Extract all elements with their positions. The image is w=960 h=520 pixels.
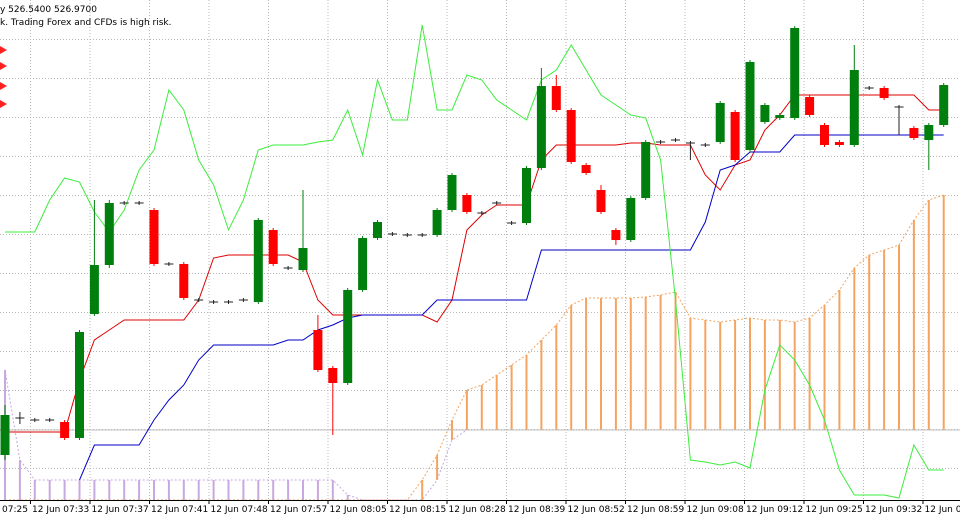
candle-body [75, 332, 84, 438]
candle-body [894, 106, 904, 108]
signal-arrows [0, 46, 7, 108]
candle-body [447, 175, 457, 210]
candle-body [924, 125, 934, 140]
candle-body [417, 234, 427, 236]
candle-body [834, 142, 844, 145]
candle-body [626, 198, 636, 240]
candle-body [939, 85, 949, 125]
candle-body [700, 144, 710, 146]
candle-body [0, 415, 10, 455]
candle-body [194, 299, 204, 301]
candle-body [373, 222, 382, 238]
candle-body [209, 301, 219, 303]
x-tick-label: 12 Jun 08:59 [627, 505, 684, 515]
x-tick-label: 12 Jun 07:41 [151, 505, 208, 515]
candle-body [566, 110, 576, 162]
candle-body [387, 233, 397, 235]
x-tick-label: 12 Jun 08:05 [330, 505, 387, 515]
candle-body [238, 299, 248, 301]
candle-body [507, 222, 517, 224]
x-tick-label: 12 Jun 07:57 [270, 505, 327, 515]
candle-body [760, 105, 770, 122]
arrow-icon [0, 46, 7, 54]
candle-body [551, 86, 561, 110]
candle-body [60, 422, 70, 438]
x-tick-label: 12 Jun 07:48 [211, 505, 268, 515]
candle-body [536, 86, 546, 168]
candle-body [164, 263, 174, 265]
candle-body [253, 220, 263, 302]
candle-body [283, 267, 293, 269]
candle-body [358, 238, 368, 290]
candle-body [30, 419, 40, 421]
x-tick-label: 12 Jun 09: [925, 505, 960, 515]
arrow-icon [0, 100, 7, 108]
x-tick-label: 12 Jun 09:08 [687, 505, 744, 515]
candle-body [268, 230, 278, 264]
candle-body [790, 28, 800, 118]
x-tick-label: 07:25 [2, 505, 28, 515]
candle-body [298, 248, 308, 270]
candle-body [477, 212, 487, 214]
x-axis: 07:25 12 Jun 07:33 12 Jun 07:37 12 Jun 07:4… [2, 500, 960, 515]
quote-text: y 526.5400 526.9700 [0, 5, 97, 15]
x-tick-label: 12 Jun 09:12 [746, 505, 803, 515]
candle-body [15, 417, 25, 419]
candle-body [820, 125, 829, 145]
candle-body [104, 203, 114, 265]
candle-body [328, 368, 338, 383]
candle-body [179, 264, 189, 298]
candle-body [849, 70, 859, 145]
candle-body [611, 230, 621, 240]
candle-body [715, 103, 725, 142]
arrow-icon [0, 82, 7, 90]
x-tick-label: 12 Jun 09:32 [865, 505, 922, 515]
candle-body [745, 62, 755, 150]
candle-body [134, 202, 144, 204]
indicator-line [79, 134, 944, 481]
candle-body [45, 419, 55, 421]
candle-body [730, 112, 740, 160]
candle-body [671, 139, 680, 141]
candle-body [685, 142, 695, 144]
x-tick-label: 12 Jun 08:15 [389, 505, 446, 515]
candle-body [432, 210, 442, 235]
candle-body [522, 168, 531, 223]
candle-body [805, 97, 815, 115]
candle-body [909, 128, 919, 138]
indicator-line [5, 24, 944, 499]
candle-body [641, 142, 651, 198]
candle-body [313, 330, 323, 370]
candle-body [656, 141, 666, 143]
candle-body [402, 234, 412, 236]
candle-body [864, 87, 874, 89]
plot-area [0, 24, 960, 501]
candle-body [343, 290, 353, 383]
candle-body [596, 190, 606, 212]
candle-body [89, 265, 99, 314]
candle-body [224, 301, 233, 303]
candle-body [149, 210, 159, 264]
indicator-line [5, 94, 944, 433]
candle-body [462, 195, 472, 212]
x-tick-label: 12 Jun 08:52 [568, 505, 625, 515]
x-tick-label: 12 Jun 07:37 [92, 505, 149, 515]
x-tick-label: 12 Jun 09:25 [806, 505, 863, 515]
arrow-icon [0, 62, 7, 70]
candle-body [775, 115, 785, 118]
candle-body [492, 202, 502, 204]
candle-body [581, 165, 591, 173]
x-tick-label: 12 Jun 08:39 [508, 505, 565, 515]
candle-body [879, 88, 889, 98]
x-tick-label: 12 Jun 07:33 [32, 505, 89, 515]
risk-text: k. Trading Forex and CFDs is high risk. [0, 18, 171, 28]
candle-body [119, 202, 129, 204]
x-tick-label: 12 Jun 08:28 [449, 505, 506, 515]
